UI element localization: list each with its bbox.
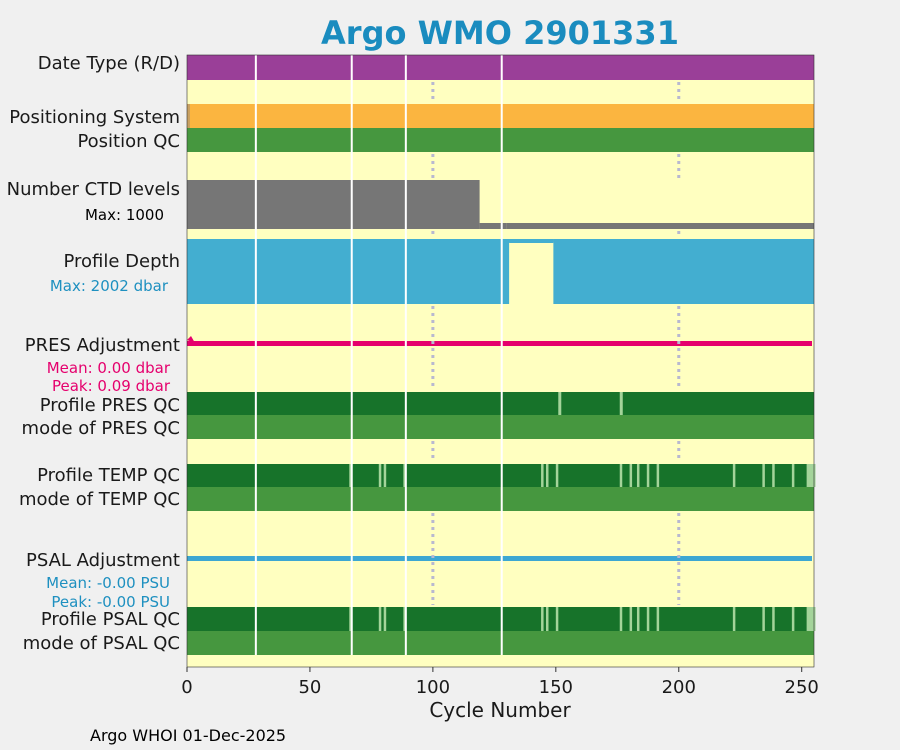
row-label-psal-qc: Profile PSAL QC (41, 609, 180, 630)
psal-mean-label: Mean: -0.00 PSU (46, 574, 170, 592)
psal-qc-flag-6 (555, 607, 559, 631)
psal-qc-flag-8 (629, 607, 633, 631)
psal-adjustment-line (187, 556, 812, 561)
footer-credit: Argo WHOI 01-Dec-2025 (90, 726, 286, 745)
psal-qc-flag-0 (349, 607, 352, 631)
row-label-pres-mode: mode of PRES QC (22, 418, 180, 439)
row-label-ctd-levels: Number CTD levels (7, 179, 180, 200)
row-label-psal-mode: mode of PSAL QC (23, 633, 180, 654)
row-label-pres-qc: Profile PRES QC (40, 395, 180, 416)
x-tick-label-2: 100 (416, 677, 450, 698)
ctd-levels-segment-1 (479, 223, 507, 229)
ctd-levels-segment-2 (506, 223, 814, 229)
positioning-band (187, 104, 814, 128)
temp-qc-flag-18 (811, 464, 816, 487)
x-tick-label-1: 50 (298, 677, 321, 698)
psal-qc-flag-14 (772, 607, 775, 631)
row-label-position-qc: Position QC (77, 131, 180, 152)
temp-mode-band (187, 487, 814, 511)
row-label-pres-adjustment: PRES Adjustment (25, 335, 180, 356)
pres-adjustment-peak (187, 336, 195, 343)
ctd-max-label: Max: 1000 (85, 206, 164, 224)
temp-qc-flag-8 (629, 464, 633, 487)
x-tick-label-5: 250 (785, 677, 819, 698)
psal-qc-flag-17 (809, 607, 814, 631)
row-label-date-type: Date Type (R/D) (38, 53, 180, 74)
pres-peak-label: Peak: 0.09 dbar (52, 377, 171, 395)
psal-qc-flag-13 (762, 607, 765, 631)
psal-mode-band (187, 631, 814, 655)
psal-qc-flag-12 (732, 607, 736, 631)
psal-qc-flag-3 (403, 607, 406, 631)
depth-max-label: Max: 2002 dbar (50, 277, 169, 295)
temp-qc-flag-2 (383, 464, 387, 487)
ctd-levels-segment-0 (187, 180, 480, 229)
psal-qc-flag-7 (619, 607, 623, 631)
date-type-band (187, 55, 814, 80)
temp-qc-flag-4 (541, 464, 544, 487)
chart-title: Argo WMO 2901331 (321, 14, 679, 52)
psal-qc-flag-16 (806, 607, 811, 631)
psal-qc-flag-15 (791, 607, 795, 631)
psal-qc-flag-1 (378, 607, 382, 631)
temp-qc-flag-11 (656, 464, 660, 487)
temp-qc-flag-14 (772, 464, 775, 487)
psal-qc-flag-18 (811, 607, 816, 631)
temp-qc-flag-5 (545, 464, 549, 487)
psal-qc-flag-4 (541, 607, 544, 631)
temp-qc-flag-3 (403, 464, 406, 487)
psal-qc-flag-2 (383, 607, 387, 631)
row-label-temp-qc: Profile TEMP QC (37, 465, 180, 486)
plot-background (187, 55, 814, 667)
x-axis-label: Cycle Number (429, 698, 571, 722)
temp-qc-flag-1 (378, 464, 382, 487)
profile-depth-segment-0 (187, 239, 510, 304)
temp-qc-band (187, 464, 814, 487)
pres-adjustment-line (187, 341, 812, 346)
psal-peak-label: Peak: -0.00 PSU (51, 593, 170, 611)
temp-qc-flag-16 (806, 464, 811, 487)
temp-qc-flag-10 (646, 464, 650, 487)
temp-qc-flag-13 (762, 464, 765, 487)
psal-qc-flag-10 (646, 607, 650, 631)
pres-mode-band (187, 415, 814, 439)
pres-qc-flag-0 (558, 392, 562, 415)
positioning-first-cycle-mark (187, 104, 190, 128)
row-label-temp-mode: mode of TEMP QC (19, 489, 180, 510)
pres-mean-label: Mean: 0.00 dbar (47, 359, 171, 377)
temp-qc-flag-7 (619, 464, 623, 487)
profile-depth-segment-2 (553, 239, 814, 304)
x-tick-label-3: 150 (539, 677, 573, 698)
row-label-profile-depth: Profile Depth (63, 251, 180, 272)
row-label-positioning: Positioning System (9, 107, 180, 128)
psal-qc-flag-11 (656, 607, 660, 631)
x-tick-label-0: 0 (181, 677, 192, 698)
psal-qc-flag-5 (545, 607, 549, 631)
x-tick-label-4: 200 (662, 677, 696, 698)
psal-qc-band (187, 607, 814, 631)
row-label-psal-adjustment: PSAL Adjustment (26, 550, 180, 571)
pres-qc-band (187, 392, 814, 415)
pres-qc-flag-1 (619, 392, 623, 415)
temp-qc-flag-12 (732, 464, 736, 487)
temp-qc-flag-6 (555, 464, 559, 487)
position-qc-band (187, 128, 814, 152)
temp-qc-flag-0 (349, 464, 352, 487)
profile-depth-shallow-mark (509, 239, 554, 242)
psal-qc-flag-9 (636, 607, 640, 631)
temp-qc-flag-17 (809, 464, 814, 487)
temp-qc-flag-9 (636, 464, 640, 487)
plot-frame (186, 54, 815, 668)
temp-qc-flag-15 (791, 464, 795, 487)
